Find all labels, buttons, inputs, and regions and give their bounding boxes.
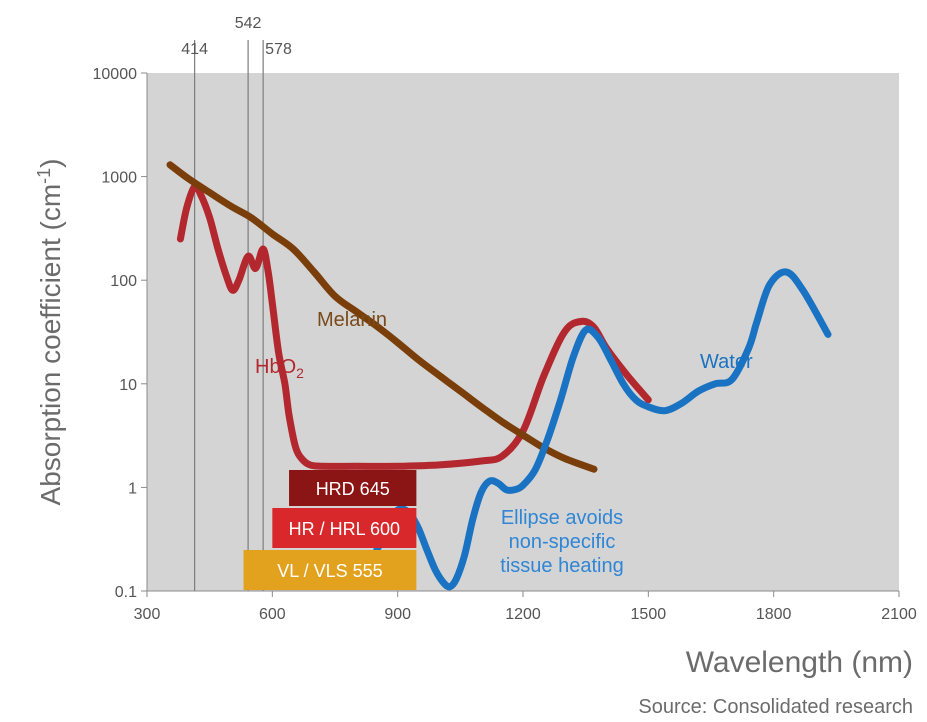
series-line-hbo2 <box>176 182 652 470</box>
x-tick-label: 2100 <box>881 606 917 623</box>
series-label-water: Water <box>700 351 753 373</box>
y-tick-label: 1 <box>128 480 137 497</box>
band-0 <box>289 470 417 506</box>
series-label-hbo2: HbO2 <box>255 356 304 381</box>
y-axis-title: Absorption coefficient (cm-1) <box>34 159 66 506</box>
x-axis-title: Wavelength (nm) <box>686 646 913 679</box>
series-labels: Melanin HbO2 Water Ellipse avoidsnon-specif… <box>255 309 753 577</box>
band-label: HRD 645 <box>316 479 390 499</box>
y-axis-title-main: Absorption coefficient (cm <box>35 184 66 506</box>
band-2 <box>243 550 417 590</box>
reference-label-578: 578 <box>265 41 292 58</box>
band-1 <box>272 508 417 548</box>
y-tick-label: 0.1 <box>115 584 137 601</box>
series-line-water <box>373 268 832 591</box>
band-label: HR / HRL 600 <box>289 519 400 539</box>
source-note: Source: Consolidated research <box>638 696 913 718</box>
y-axis-title-sup: -1 <box>34 168 54 184</box>
reference-label-542: 542 <box>235 15 262 32</box>
reference-label-414: 414 <box>181 41 208 58</box>
x-tick-label: 1200 <box>505 606 541 623</box>
x-axis: 300 600 900 1200 1500 1800 2100 <box>134 590 917 623</box>
series-line-melanin <box>166 161 598 473</box>
y-tick-label: 100 <box>110 273 137 290</box>
x-tick-label: 1800 <box>756 606 792 623</box>
y-axis: 0.1 1 10 100 1000 10000 <box>93 66 148 601</box>
y-axis-title-close: ) <box>35 159 66 168</box>
x-tick-label: 1500 <box>631 606 667 623</box>
y-tick-label: 10000 <box>93 66 138 83</box>
annotation-line: Ellipse avoids <box>501 507 623 529</box>
series-label-hbo2-sub: 2 <box>296 365 304 381</box>
product-bands: HRD 645 HR / HRL 600 VL / VLS 555 <box>243 470 417 590</box>
series-label-melanin: Melanin <box>317 309 387 331</box>
series-label-hbo2-main: HbO <box>255 356 296 378</box>
annotation-line: non-specific <box>509 531 616 553</box>
y-tick-label: 10 <box>119 377 137 394</box>
series-group <box>166 161 832 591</box>
x-tick-label: 900 <box>384 606 411 623</box>
annotation-line: tissue heating <box>500 555 623 577</box>
x-tick-label: 600 <box>259 606 286 623</box>
band-label: VL / VLS 555 <box>277 561 382 581</box>
y-tick-label: 1000 <box>101 170 137 187</box>
x-tick-label: 300 <box>134 606 161 623</box>
